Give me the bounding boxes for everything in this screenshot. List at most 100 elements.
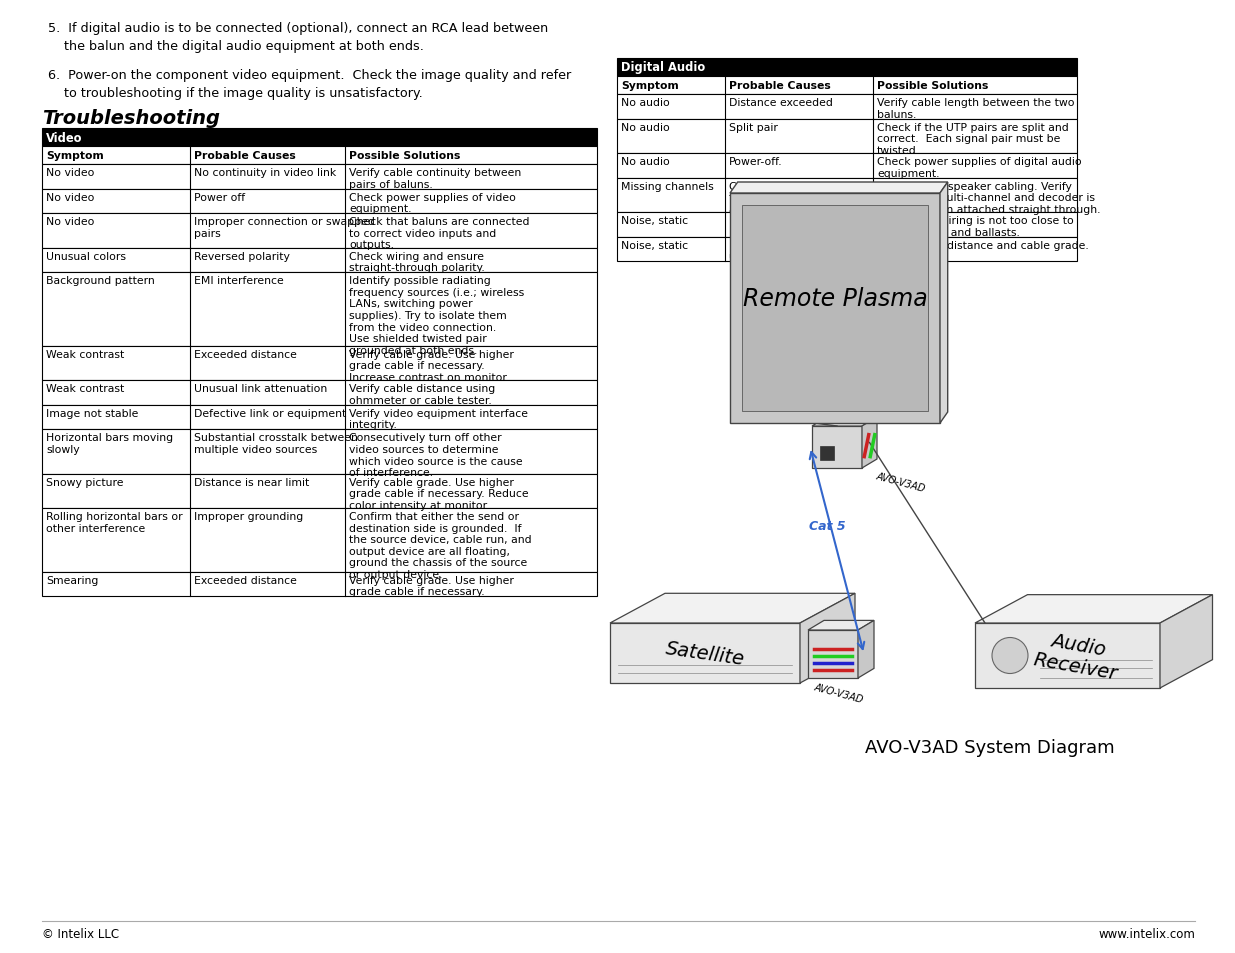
Text: Check that wiring is not too close to
transformers and ballasts.: Check that wiring is not too close to tr…: [877, 215, 1073, 237]
Text: Check audio speaker cabling. Verify
Content is multi-channel and decoder is
work: Check audio speaker cabling. Verify Cont…: [877, 181, 1100, 214]
Text: Check power supplies of digital audio
equipment.: Check power supplies of digital audio eq…: [877, 157, 1082, 178]
Text: Check power supplies of video
equipment.: Check power supplies of video equipment.: [350, 193, 516, 214]
Text: Symptom: Symptom: [621, 81, 679, 91]
Polygon shape: [974, 623, 1160, 688]
Polygon shape: [610, 623, 800, 683]
Bar: [618, 237, 1077, 262]
Text: Power off: Power off: [194, 193, 245, 202]
Text: Cabling problem between
the decoder/amp and the
audio speakers.: Cabling problem between the decoder/amp …: [729, 181, 869, 214]
Polygon shape: [858, 620, 874, 679]
Text: AVO-V3AD: AVO-V3AD: [813, 681, 864, 704]
Text: Power-off.: Power-off.: [729, 157, 783, 167]
Text: Noise, static: Noise, static: [621, 215, 688, 226]
Text: Consecutively turn off other
video sources to determine
which video source is th: Consecutively turn off other video sourc…: [350, 433, 522, 477]
Text: Smearing: Smearing: [46, 576, 99, 585]
Bar: [42, 273, 597, 347]
Text: Exceeded distance: Exceeded distance: [194, 576, 296, 585]
Text: Possible Solutions: Possible Solutions: [350, 151, 461, 161]
Polygon shape: [610, 594, 855, 623]
Text: © Intelix LLC: © Intelix LLC: [42, 927, 119, 940]
Text: Verify video equipment interface
integrity.: Verify video equipment interface integri…: [350, 409, 529, 430]
Text: Cat 5: Cat 5: [809, 520, 845, 533]
Text: Exceeded distance: Exceeded distance: [194, 350, 296, 359]
Text: Identify possible radiating
frequency sources (i.e.; wireless
LANs, switching po: Identify possible radiating frequency so…: [350, 276, 524, 355]
Bar: [42, 249, 597, 273]
Text: Improper connection or swapped
pairs: Improper connection or swapped pairs: [194, 217, 375, 238]
Text: Weak contrast: Weak contrast: [46, 350, 125, 359]
Text: Improper grounding: Improper grounding: [194, 512, 304, 521]
Text: Verify cable grade. Use higher
grade cable if necessary.
Increase contrast on mo: Verify cable grade. Use higher grade cab…: [350, 350, 514, 382]
Bar: [42, 165, 597, 190]
Text: Distance exceeded or
unusual cable attenuation: Distance exceeded or unusual cable atten…: [729, 240, 871, 262]
Bar: [618, 119, 1077, 153]
Bar: [42, 381, 597, 405]
Bar: [42, 190, 597, 214]
Polygon shape: [811, 417, 877, 427]
Text: Verify cable continuity between
pairs of baluns.: Verify cable continuity between pairs of…: [350, 168, 521, 190]
Bar: [618, 77, 1077, 95]
Bar: [618, 153, 1077, 178]
Text: 6.  Power-on the component video equipment.  Check the image quality and refer
 : 6. Power-on the component video equipmen…: [48, 69, 572, 100]
Text: Satellite: Satellite: [664, 639, 746, 668]
Text: Possible Solutions: Possible Solutions: [877, 81, 988, 91]
Bar: [618, 59, 1077, 77]
Text: Symptom: Symptom: [46, 151, 104, 161]
Text: Probable Causes: Probable Causes: [194, 151, 295, 161]
Text: Digital Audio: Digital Audio: [621, 61, 705, 74]
Polygon shape: [800, 594, 855, 683]
Polygon shape: [730, 183, 947, 193]
Text: Check that baluns are connected
to correct video inputs and
outputs.: Check that baluns are connected to corre…: [350, 217, 530, 250]
Text: Verify cable grade. Use higher
grade cable if necessary.: Verify cable grade. Use higher grade cab…: [350, 576, 514, 597]
Text: Snowy picture: Snowy picture: [46, 477, 124, 487]
Bar: [618, 178, 1077, 213]
Text: Reversed polarity: Reversed polarity: [194, 252, 290, 261]
Text: EMI interference.: EMI interference.: [729, 215, 823, 226]
Bar: [42, 214, 597, 249]
Text: Horizontal bars moving
slowly: Horizontal bars moving slowly: [46, 433, 173, 455]
Polygon shape: [808, 630, 858, 679]
Bar: [820, 447, 834, 460]
Text: Substantial crosstalk between
multiple video sources: Substantial crosstalk between multiple v…: [194, 433, 358, 455]
Bar: [42, 509, 597, 572]
Text: Verify cable length between the two
baluns.: Verify cable length between the two balu…: [877, 98, 1074, 119]
Text: Rolling horizontal bars or
other interference: Rolling horizontal bars or other interfe…: [46, 512, 183, 533]
Text: No continuity in video link: No continuity in video link: [194, 168, 336, 178]
Text: Missing channels: Missing channels: [621, 181, 714, 192]
Text: No audio: No audio: [621, 98, 669, 108]
Text: Verify cable grade. Use higher
grade cable if necessary. Reduce
color intensity : Verify cable grade. Use higher grade cab…: [350, 477, 529, 510]
Text: Background pattern: Background pattern: [46, 276, 154, 286]
Text: Video: Video: [46, 132, 83, 144]
Text: Distance exceeded: Distance exceeded: [729, 98, 832, 108]
Bar: [42, 405, 597, 430]
Polygon shape: [811, 427, 862, 469]
Text: No audio: No audio: [621, 157, 669, 167]
Polygon shape: [974, 595, 1213, 623]
Text: No audio: No audio: [621, 123, 669, 132]
Text: Split pair: Split pair: [729, 123, 778, 132]
Text: Defective link or equipment: Defective link or equipment: [194, 409, 346, 418]
Polygon shape: [862, 417, 877, 469]
Polygon shape: [742, 206, 927, 412]
Text: Audio
Receiver: Audio Receiver: [1031, 628, 1123, 683]
Bar: [42, 474, 597, 509]
Text: Unusual colors: Unusual colors: [46, 252, 126, 261]
Text: Probable Causes: Probable Causes: [729, 81, 831, 91]
Text: EMI interference: EMI interference: [194, 276, 284, 286]
Text: Remote Plasma: Remote Plasma: [742, 287, 927, 311]
Text: No video: No video: [46, 217, 94, 227]
Polygon shape: [730, 193, 940, 423]
Text: Troubleshooting: Troubleshooting: [42, 109, 220, 128]
Text: www.intelix.com: www.intelix.com: [1098, 927, 1195, 940]
Ellipse shape: [830, 626, 847, 639]
Text: Image not stable: Image not stable: [46, 409, 138, 418]
Text: Check if the UTP pairs are split and
correct.  Each signal pair must be
twisted.: Check if the UTP pairs are split and cor…: [877, 123, 1068, 155]
Bar: [42, 347, 597, 381]
Text: Unusual link attenuation: Unusual link attenuation: [194, 384, 327, 394]
Text: No video: No video: [46, 168, 94, 178]
Text: Weak contrast: Weak contrast: [46, 384, 125, 394]
Bar: [42, 129, 597, 147]
Bar: [42, 430, 597, 474]
Text: Confirm that either the send or
destination side is grounded.  If
the source dev: Confirm that either the send or destinat…: [350, 512, 531, 579]
Text: Check wiring and ensure
straight-through polarity.: Check wiring and ensure straight-through…: [350, 252, 485, 273]
Text: 5.  If digital audio is to be connected (optional), connect an RCA lead between
: 5. If digital audio is to be connected (…: [48, 22, 548, 53]
